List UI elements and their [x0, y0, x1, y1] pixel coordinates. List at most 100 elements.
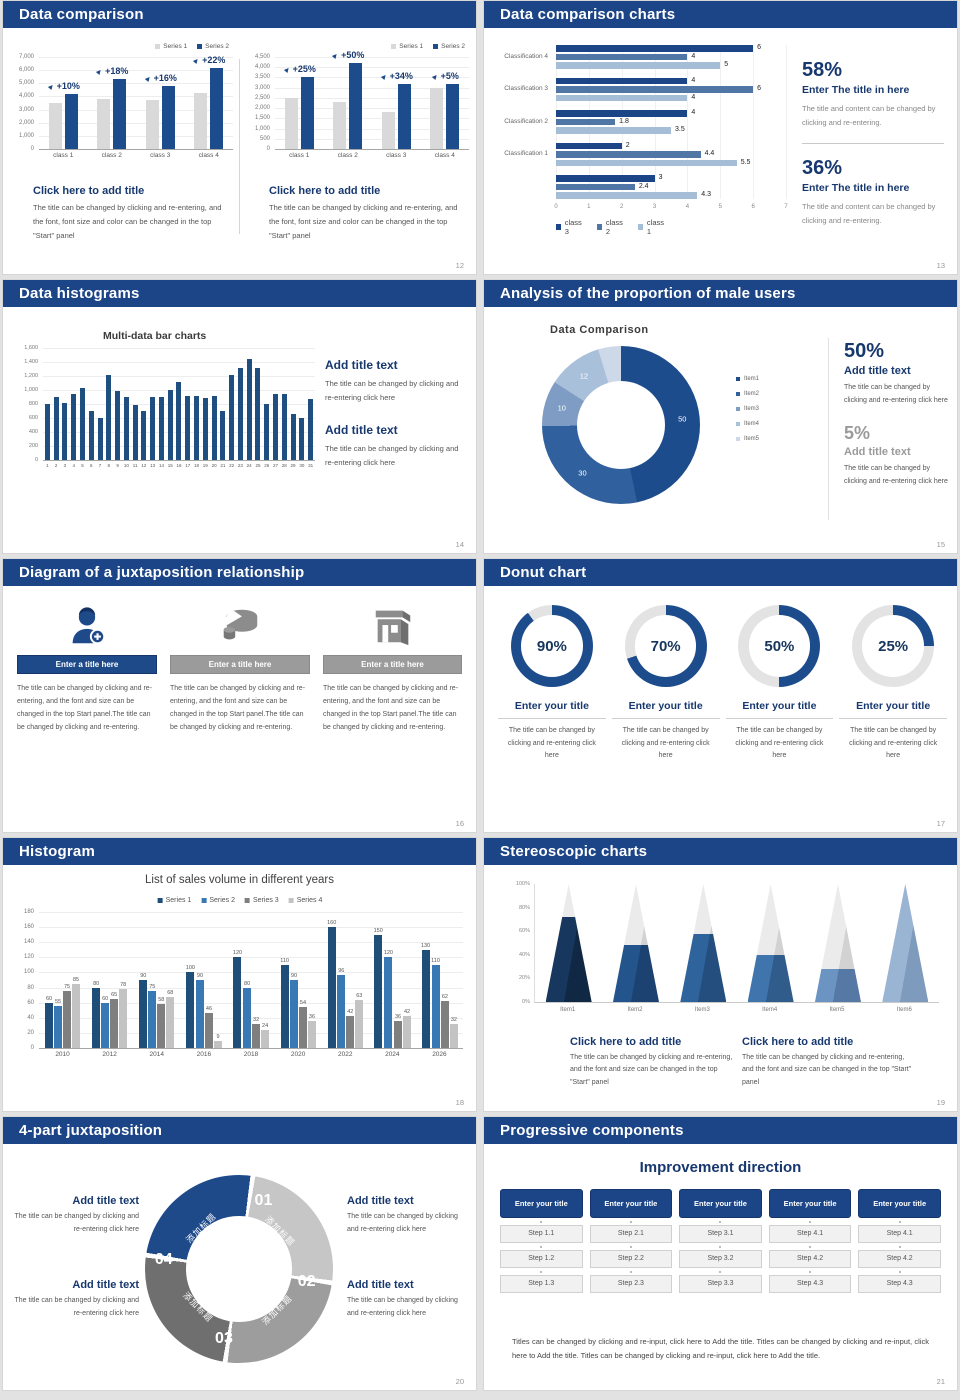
legend-swatch: [157, 898, 163, 903]
connector-dot: [809, 1270, 812, 1273]
slide-4-part-juxtaposition[interactable]: 4-part juxtaposition 01 添加标题 02 添加标题 03 添加标题 0…: [3, 1117, 476, 1390]
bar-column: 130: [421, 912, 430, 1048]
block-body: The title can be changed by clicking and…: [347, 1297, 458, 1317]
bar: [211, 396, 217, 460]
y-tick-label: 20%: [518, 975, 530, 982]
y-tick-label: 180: [23, 909, 34, 915]
legend-label: Item3: [744, 406, 760, 412]
bar-group: 110 90 54 36: [275, 912, 322, 1048]
connector-dot: [540, 1270, 543, 1273]
slide-stereoscopic-charts[interactable]: Stereoscopic charts 100% 80% 60% 40% 20% 0% It…: [484, 838, 957, 1111]
pyramid-slot: [872, 884, 939, 1002]
bar: [185, 396, 191, 460]
bar: [157, 1004, 166, 1048]
icon-box: [17, 597, 157, 655]
annotation: ▲ +18%: [88, 66, 137, 78]
bar: [210, 67, 224, 149]
stat-body: The title and content can be changed by …: [802, 104, 936, 127]
icon-box: [323, 597, 462, 655]
slide-title: Data comparison: [19, 6, 144, 23]
bar: [53, 397, 59, 460]
step-box: Step 4.2: [768, 1250, 852, 1268]
legend-swatch: [433, 44, 439, 49]
pyramid-fill-wrap: [814, 968, 861, 1002]
value-label: 58: [158, 997, 165, 1004]
x-tick-label: 2026: [432, 1051, 447, 1058]
x-tick-label: Item1: [560, 1007, 576, 1013]
bar-group: ▲ +34%: [372, 57, 421, 149]
legend-label: Series 2: [209, 897, 235, 904]
connector: [679, 1218, 762, 1225]
donut-card: 90% Enter your title The title can be chan…: [498, 605, 606, 763]
legend-swatch: [391, 44, 397, 49]
gridline: [39, 70, 233, 72]
value-label: 65: [111, 991, 118, 998]
progress-ring: 70%: [624, 605, 707, 687]
y-tick-label: 4,500: [254, 54, 270, 60]
slide-data-comparison[interactable]: Data comparison 7,000 6,000 5,000 4,000 3,00…: [3, 1, 476, 274]
x-tick-label: 11: [132, 463, 138, 468]
step-box: Step 1.3: [500, 1275, 583, 1293]
slide-data-histograms[interactable]: Data histograms Multi-data bar charts 1,…: [3, 280, 476, 553]
value-label: 1.8: [619, 117, 629, 125]
quadrant-number: 03: [215, 1329, 233, 1347]
value-label: 100: [185, 965, 195, 972]
step-box: Step 3.3: [679, 1275, 762, 1293]
y-tick-label: 3,500: [254, 74, 270, 81]
bar: [115, 391, 121, 460]
ring-hole: [862, 615, 924, 677]
bar: [421, 949, 430, 1048]
quadrant-number: 04: [154, 1250, 173, 1268]
card-body: The title can be changed by clicking and…: [621, 727, 710, 760]
bar-column: 110: [431, 912, 440, 1048]
y-tick-label: 1,000: [254, 125, 270, 132]
divider: [802, 142, 944, 144]
connector: [769, 1268, 852, 1275]
slide-donut-chart[interactable]: Donut chart 90% Enter your title The title…: [484, 559, 957, 832]
y-tick-label: 1,400: [24, 359, 38, 365]
connector-dot: [719, 1270, 722, 1273]
x-tick-label: 24: [246, 463, 252, 468]
bar-group: [166, 348, 175, 460]
y-tick-label: 200: [28, 443, 38, 449]
legend-item: class 1: [638, 218, 665, 236]
slide-data-comparison-charts[interactable]: Data comparison charts 0 1 2 3 4 5 6 7 Classific…: [484, 1, 957, 274]
value-label: 96: [338, 968, 345, 975]
slide-juxtaposition-diagram[interactable]: Diagram of a juxtaposition relationship …: [3, 559, 476, 832]
step-column: Enter your title Step 3.1 Step 3.2 Step 3.3: [679, 1189, 762, 1293]
progress-ring: 25%: [852, 605, 935, 687]
pyramid-fill-wrap: [545, 917, 592, 1002]
value-label: 42: [403, 1009, 411, 1016]
title-bar: Enter a title here: [170, 655, 310, 674]
slide-histogram[interactable]: Histogram List of sales volume in differ…: [3, 838, 476, 1111]
slide-header: Data histograms: [3, 280, 476, 307]
slide-progressive-components[interactable]: Progressive components Improvement direc…: [484, 1117, 957, 1390]
bar-group: [131, 348, 140, 460]
value-label: 24: [262, 1022, 269, 1029]
bar-group: [104, 348, 113, 460]
bar: [273, 394, 278, 460]
x-tick-label: 27: [273, 463, 279, 468]
block-body: The title can be changed by clicking and…: [325, 379, 459, 402]
value-label: 55: [54, 999, 62, 1006]
step-column: Enter your title Step 4.1 Step 4.2 Step 4.3: [768, 1189, 852, 1293]
x-tick-label: 6: [89, 463, 93, 468]
bar: [264, 404, 270, 460]
bar-column: 90: [289, 912, 298, 1048]
block-body: The title can be changed by clicking and…: [347, 1213, 458, 1233]
progress-ring: 90%: [510, 605, 593, 687]
y-tick-label: 60: [27, 999, 34, 1006]
connector-dot: [809, 1220, 812, 1223]
annotation: ▲ +16%: [136, 73, 185, 85]
bar: [449, 1023, 458, 1048]
step-box: Step 4.1: [768, 1225, 852, 1243]
bar: [63, 991, 72, 1048]
bar-column: 75: [63, 912, 72, 1048]
connector: [769, 1218, 852, 1225]
value-label: 32: [253, 1016, 260, 1023]
x-tick-label: class 4: [198, 152, 219, 159]
pyramid-fill: [612, 945, 659, 1002]
bar: [139, 980, 148, 1048]
connector: [500, 1243, 583, 1250]
slide-male-users-proportion[interactable]: Analysis of the proportion of male users…: [484, 280, 957, 553]
